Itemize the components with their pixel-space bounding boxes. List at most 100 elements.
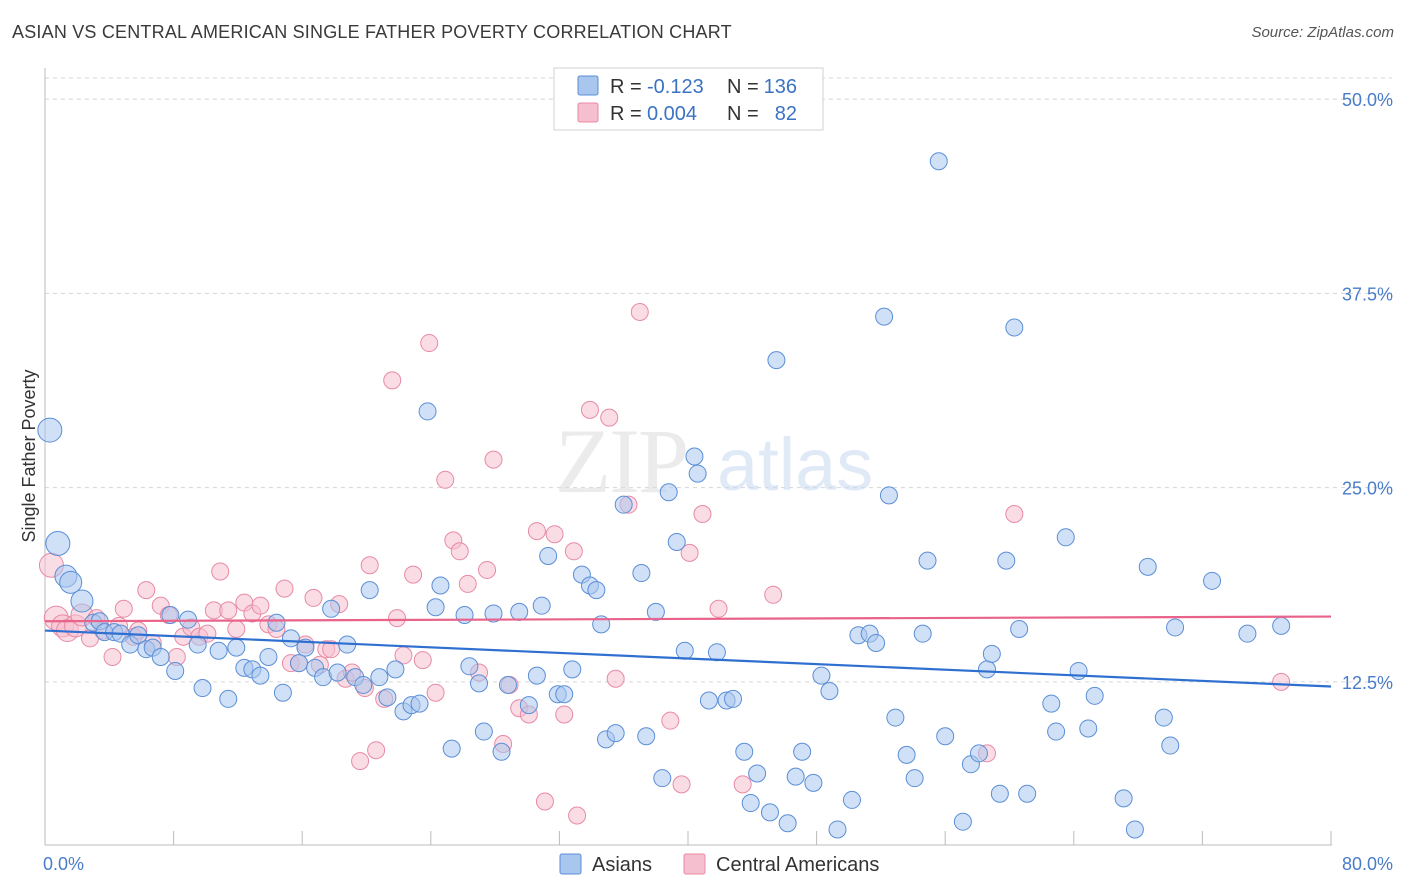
asian-point (360, 581, 379, 600)
asian-point (1085, 686, 1104, 705)
central-american-point (527, 522, 546, 541)
central-american-point (420, 334, 439, 353)
asian-point (431, 576, 450, 595)
central-american-point (1272, 672, 1291, 691)
central-american-point (1005, 504, 1024, 523)
central-american-point (367, 741, 386, 760)
central-american-point (484, 450, 503, 469)
asian-point (1047, 722, 1066, 741)
asian-point (953, 812, 972, 831)
central-american-point (661, 711, 680, 730)
asian-point (828, 820, 847, 839)
central-american-point (103, 647, 122, 666)
asian-point (699, 691, 718, 710)
asian-point (688, 464, 707, 483)
asian-point (842, 790, 861, 809)
central-american-point (450, 542, 469, 561)
asian-point (251, 666, 270, 685)
asian-point (1203, 571, 1222, 590)
asian-point (510, 602, 529, 621)
central-american-point (600, 408, 619, 427)
asian-point (748, 764, 767, 783)
asian-point (532, 596, 551, 615)
asian-point (410, 694, 429, 713)
asian-point (151, 647, 170, 666)
y-tick-label: 12.5% (1342, 673, 1393, 693)
asian-point (209, 641, 228, 660)
central-american-point (227, 619, 246, 638)
central-american-point (535, 792, 554, 811)
asian-point (37, 417, 63, 443)
asian-point (1010, 619, 1029, 638)
asian-point (273, 683, 292, 702)
bottom-legend-label-central: Central Americans (716, 854, 879, 876)
central-american-point (251, 596, 270, 615)
asian-point (1005, 318, 1024, 337)
asian-point (879, 486, 898, 505)
asian-point (519, 696, 538, 715)
central-american-point (630, 302, 649, 321)
central-american-point (383, 371, 402, 390)
y-tick-label: 50.0% (1342, 90, 1393, 110)
y-tick-label: 37.5% (1342, 284, 1393, 304)
central-american-point (568, 806, 587, 825)
bottom-legend-swatch-asians (559, 853, 582, 875)
chart-title: ASIAN VS CENTRAL AMERICAN SINGLE FATHER … (12, 22, 732, 42)
asian-point (820, 682, 839, 701)
asian-point (539, 546, 558, 565)
central-american-point (426, 683, 445, 702)
asian-point (227, 638, 246, 657)
asian-point (606, 724, 625, 743)
legend-r-label-asians: R = (610, 76, 642, 98)
asian-point (760, 803, 779, 822)
central-american-point (580, 400, 599, 419)
asian-point (460, 657, 479, 676)
asian-point (188, 635, 207, 654)
asian-point (982, 644, 1001, 663)
asian-point (1272, 616, 1291, 635)
asian-point (386, 660, 405, 679)
legend-r-label-central: R = (610, 103, 642, 125)
asian-point (1079, 719, 1098, 738)
asian-point (378, 688, 397, 707)
central-american-point (693, 504, 712, 523)
asian-point (193, 679, 212, 698)
asian-point (767, 351, 786, 370)
central-american-point (458, 574, 477, 593)
asian-point (426, 598, 445, 617)
asian-point (418, 402, 437, 421)
asian-point (527, 666, 546, 685)
asian-point (296, 638, 315, 657)
asian-point (555, 685, 574, 704)
asian-point (990, 784, 1009, 803)
asian-point (875, 307, 894, 326)
asian-point (905, 769, 924, 788)
svg-text:atlas: atlas (717, 423, 873, 506)
central-american-point (137, 581, 156, 600)
y-axis-label: Single Father Poverty (19, 369, 39, 542)
asian-point (370, 668, 389, 687)
asian-point (1166, 618, 1185, 637)
central-american-point (275, 579, 294, 598)
asian-point (70, 589, 94, 613)
asian-point (614, 495, 633, 514)
asian-point (289, 654, 308, 673)
asian-point (1154, 708, 1173, 727)
asian-point (59, 570, 83, 594)
legend-r-value-asians: -0.123 (647, 76, 704, 98)
central-american-point (545, 525, 564, 544)
central-american-point (360, 556, 379, 575)
central-american-point (388, 609, 407, 628)
central-american-point (564, 542, 583, 561)
asian-point (786, 767, 805, 786)
asian-point (166, 661, 185, 680)
asian-point (1114, 789, 1133, 808)
asian-point (918, 551, 937, 570)
asian-point (219, 689, 238, 708)
asian-point (455, 606, 474, 625)
legend-swatch-central (577, 102, 599, 123)
asian-point (997, 551, 1016, 570)
asian-point (587, 581, 606, 600)
asian-point (707, 643, 726, 662)
legend-n-value-asians: 136 (764, 76, 797, 98)
